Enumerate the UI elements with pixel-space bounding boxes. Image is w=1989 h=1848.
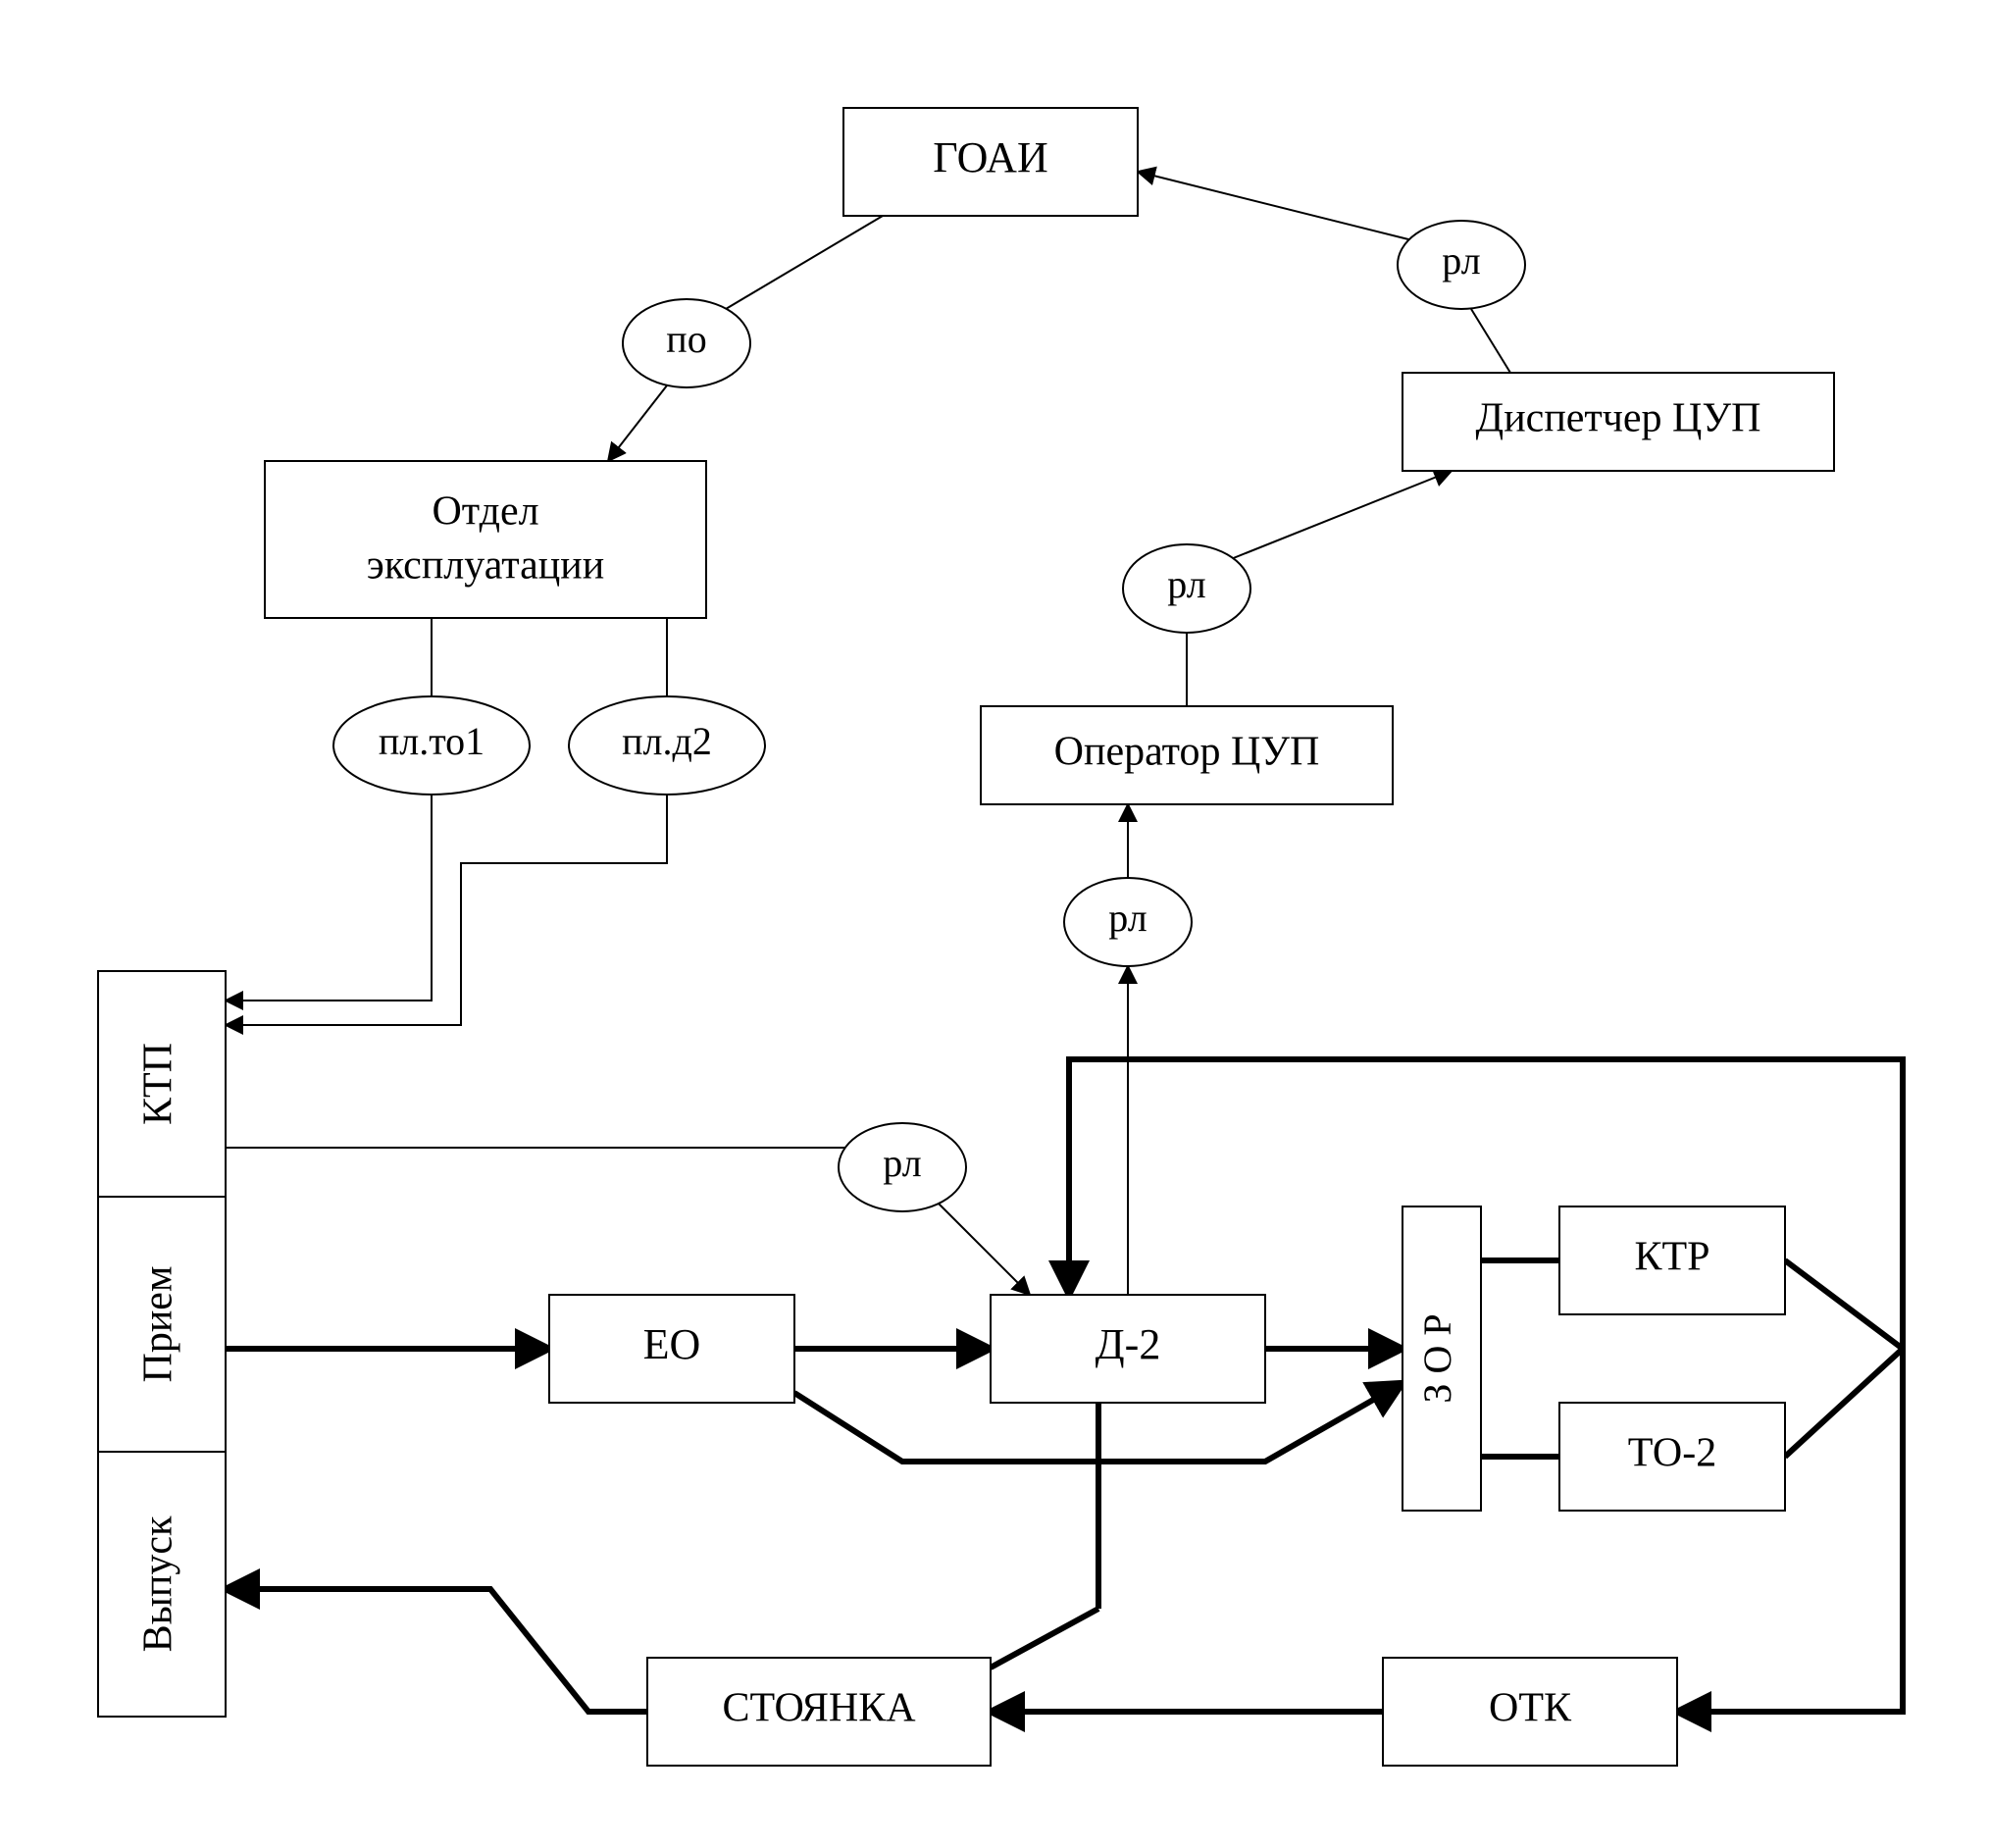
svg-text:СТОЯНКА: СТОЯНКА <box>722 1686 916 1731</box>
ellipse-rl-mid: рл <box>1123 544 1250 633</box>
node-dispatcher: Диспетчер ЦУП <box>1402 373 1834 471</box>
edge-rl4-d2 <box>937 1202 1030 1295</box>
node-stoyanka: СТОЯНКА <box>647 1658 991 1766</box>
svg-text:эксплуатации: эксплуатации <box>367 543 604 589</box>
svg-text:пл.то1: пл.то1 <box>379 719 484 763</box>
node-ktp: КТП <box>98 971 226 1197</box>
svg-text:пл.д2: пл.д2 <box>622 719 712 763</box>
svg-text:рл: рл <box>1108 896 1147 940</box>
svg-text:ЕО: ЕО <box>643 1320 701 1368</box>
diagram-canvas: по рл рл рл рл пл.то1 пл.д2 ГОАИ Диспетч… <box>0 0 1989 1848</box>
svg-text:Выпуск: Выпуск <box>136 1515 181 1652</box>
edge-to2-merge <box>1785 1349 1903 1457</box>
svg-text:ОТК: ОТК <box>1489 1686 1572 1731</box>
edge-dispatcher-rl1 <box>1471 309 1510 373</box>
svg-text:Прием: Прием <box>136 1265 181 1382</box>
ellipse-po: по <box>623 299 750 387</box>
svg-text:Д-2: Д-2 <box>1096 1320 1161 1368</box>
svg-text:рл: рл <box>1167 562 1205 606</box>
edge-po-dept <box>608 385 667 461</box>
ellipse-rl-lower: рл <box>1064 878 1192 966</box>
svg-text:рл: рл <box>883 1141 921 1185</box>
svg-text:ГОАИ: ГОАИ <box>933 133 1047 181</box>
edge-stoyanka-vypusk <box>226 1589 647 1712</box>
node-eo: ЕО <box>549 1295 794 1403</box>
ellipse-plto1: пл.то1 <box>333 696 530 795</box>
edge-rl1-goai <box>1138 172 1412 240</box>
node-otk: ОТК <box>1383 1658 1677 1766</box>
node-priem: Прием <box>98 1197 226 1452</box>
edge-rl2-dispatcher <box>1231 471 1452 559</box>
ellipse-rl-top: рл <box>1398 221 1525 309</box>
edge-ktr-merge <box>1785 1260 1903 1349</box>
svg-text:Диспетчер ЦУП: Диспетчер ЦУП <box>1476 396 1761 441</box>
node-goai: ГОАИ <box>843 108 1138 216</box>
node-dept: Отдел эксплуатации <box>265 461 706 618</box>
svg-text:З О Р: З О Р <box>1415 1313 1459 1403</box>
node-operator: Оператор ЦУП <box>981 706 1393 804</box>
svg-text:рл: рл <box>1442 238 1480 282</box>
svg-text:Отдел: Отдел <box>432 489 538 535</box>
ellipse-pld2: пл.д2 <box>569 696 765 795</box>
svg-text:ТО-2: ТО-2 <box>1628 1431 1716 1476</box>
node-ktr: КТР <box>1559 1206 1785 1314</box>
edge-goai-po <box>726 216 883 309</box>
svg-text:Оператор ЦУП: Оператор ЦУП <box>1054 730 1320 775</box>
edge-pld2-ktp <box>226 795 667 1025</box>
node-vypusk: Выпуск <box>98 1452 226 1717</box>
svg-text:КТП: КТП <box>136 1043 181 1125</box>
svg-text:КТР: КТР <box>1634 1235 1709 1280</box>
ellipse-rl-left: рл <box>839 1123 966 1211</box>
svg-text:по: по <box>666 317 706 361</box>
edge-d2-stoyanka-diag <box>991 1609 1098 1668</box>
node-zor: З О Р <box>1402 1206 1481 1511</box>
edge-plto1-ktp <box>226 795 432 1001</box>
node-to2: ТО-2 <box>1559 1403 1785 1511</box>
node-d2: Д-2 <box>991 1295 1265 1403</box>
